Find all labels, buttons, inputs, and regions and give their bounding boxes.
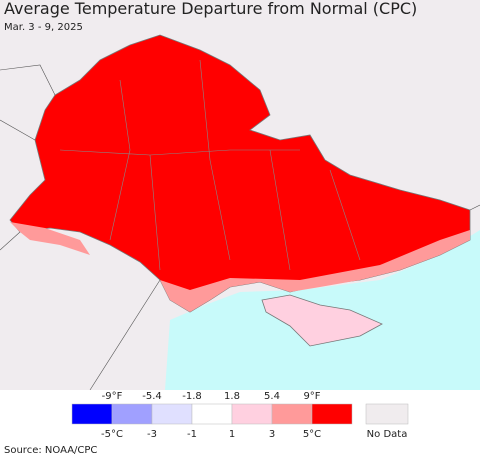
legend-f-label: -1.8 bbox=[182, 391, 202, 402]
legend-swatch bbox=[311, 403, 353, 425]
admin-line bbox=[59, 59, 361, 271]
legend-swatch bbox=[71, 403, 113, 425]
no-data-label: No Data bbox=[367, 429, 408, 440]
legend-f-label: 5.4 bbox=[264, 391, 280, 402]
legend-swatch bbox=[111, 403, 153, 425]
border-line bbox=[0, 64, 480, 391]
warm-band bbox=[160, 230, 470, 312]
no-data-swatch bbox=[365, 403, 409, 425]
legend-c-label: 5°C bbox=[303, 429, 321, 440]
legend: -9°F -5.4 -1.8 1.8 5.4 9°F -5°C -3 -1 1 3 5°C No Dat… bbox=[71, 391, 409, 440]
legend-f-label: 1.8 bbox=[224, 391, 240, 402]
legend-f-label: -5.4 bbox=[142, 391, 162, 402]
legend-background bbox=[0, 390, 480, 460]
legend-c-label: -3 bbox=[147, 429, 157, 440]
legend-c-label: 3 bbox=[269, 429, 275, 440]
legend-c-label: -1 bbox=[187, 429, 197, 440]
legend-f-label: 9°F bbox=[303, 391, 320, 402]
legend-swatch bbox=[151, 403, 193, 425]
crimea bbox=[261, 294, 383, 347]
source: Source: NOAA/CPC bbox=[4, 445, 97, 456]
legend-f-label: -9°F bbox=[102, 391, 123, 402]
legend-swatch bbox=[191, 403, 233, 425]
legend-c-label: -5°C bbox=[101, 429, 123, 440]
legend-swatch bbox=[271, 403, 313, 425]
legend-swatch bbox=[231, 403, 273, 425]
title: Average Temperature Departure from Norma… bbox=[4, 0, 417, 18]
legend-c-label: 1 bbox=[229, 429, 235, 440]
subtitle: Mar. 3 - 9, 2025 bbox=[4, 22, 83, 33]
borders bbox=[0, 59, 480, 391]
warm-band bbox=[10, 222, 90, 255]
